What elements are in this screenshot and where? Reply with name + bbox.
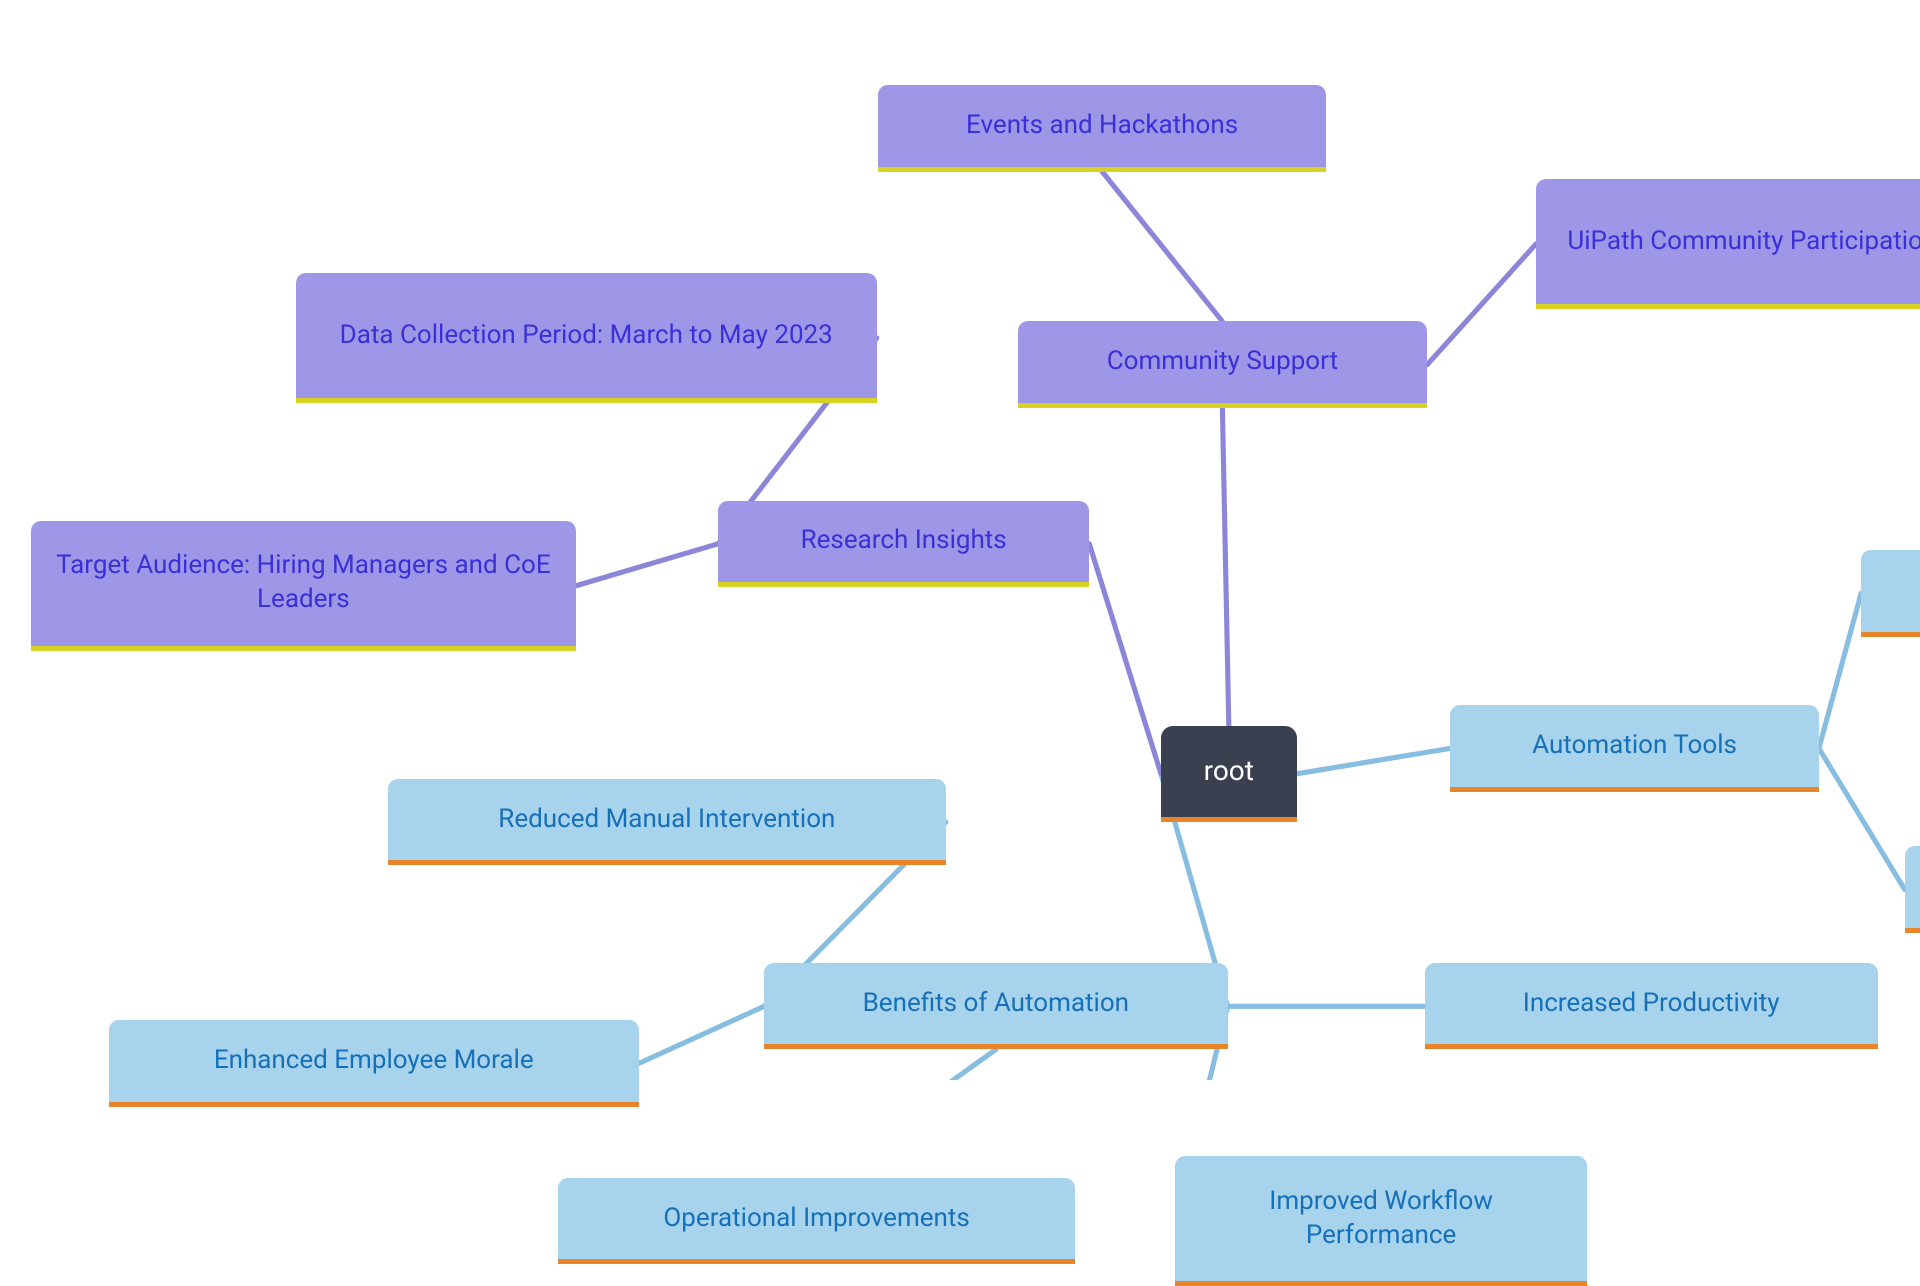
node-ms_power_automate[interactable]: Microsoft Power Automate <box>1861 550 1920 636</box>
node-target_audience[interactable]: Target Audience: Hiring Managers and CoE… <box>31 521 576 651</box>
node-label: UiPath Community Participation <box>1567 225 1920 259</box>
node-label: Automation Tools <box>1532 729 1737 763</box>
node-label: root <box>1204 753 1254 789</box>
node-uipath[interactable]: UiPath Community Participation <box>1536 179 1920 309</box>
node-label: Data Collection Period: March to May 202… <box>340 319 833 353</box>
node-layer: root Automation Tools Microsoft Power Auto… <box>0 0 1920 1080</box>
node-label: Increased Productivity <box>1523 987 1780 1021</box>
node-workflow[interactable]: Improved Workflow Performance <box>1175 1156 1587 1286</box>
node-label: Benefits of Automation <box>863 987 1129 1021</box>
node-community[interactable]: Community Support <box>1018 321 1428 407</box>
node-label: Target Audience: Hiring Managers and CoE… <box>55 549 552 617</box>
node-increased_productivity[interactable]: Increased Productivity <box>1425 963 1878 1049</box>
node-events[interactable]: Events and Hackathons <box>878 85 1326 171</box>
node-employee_morale[interactable]: Enhanced Employee Morale <box>109 1020 639 1106</box>
node-label: Community Support <box>1107 345 1338 379</box>
node-automation_tools[interactable]: Automation Tools <box>1450 705 1819 791</box>
node-label: Enhanced Employee Morale <box>214 1044 534 1078</box>
node-emma_rpa[interactable]: EMMA RPA <box>1905 846 1920 932</box>
node-benefits[interactable]: Benefits of Automation <box>764 963 1227 1049</box>
node-operational[interactable]: Operational Improvements <box>558 1178 1075 1264</box>
node-reduced_manual[interactable]: Reduced Manual Intervention <box>388 779 946 865</box>
node-data_collection[interactable]: Data Collection Period: March to May 202… <box>296 273 877 403</box>
node-label: Research Insights <box>801 524 1007 558</box>
node-label: Improved Workflow Performance <box>1199 1185 1563 1253</box>
node-label: Events and Hackathons <box>966 109 1238 143</box>
node-label: Operational Improvements <box>663 1202 969 1236</box>
node-label: Reduced Manual Intervention <box>498 803 835 837</box>
node-root[interactable]: root <box>1161 726 1297 823</box>
node-research[interactable]: Research Insights <box>718 501 1089 587</box>
